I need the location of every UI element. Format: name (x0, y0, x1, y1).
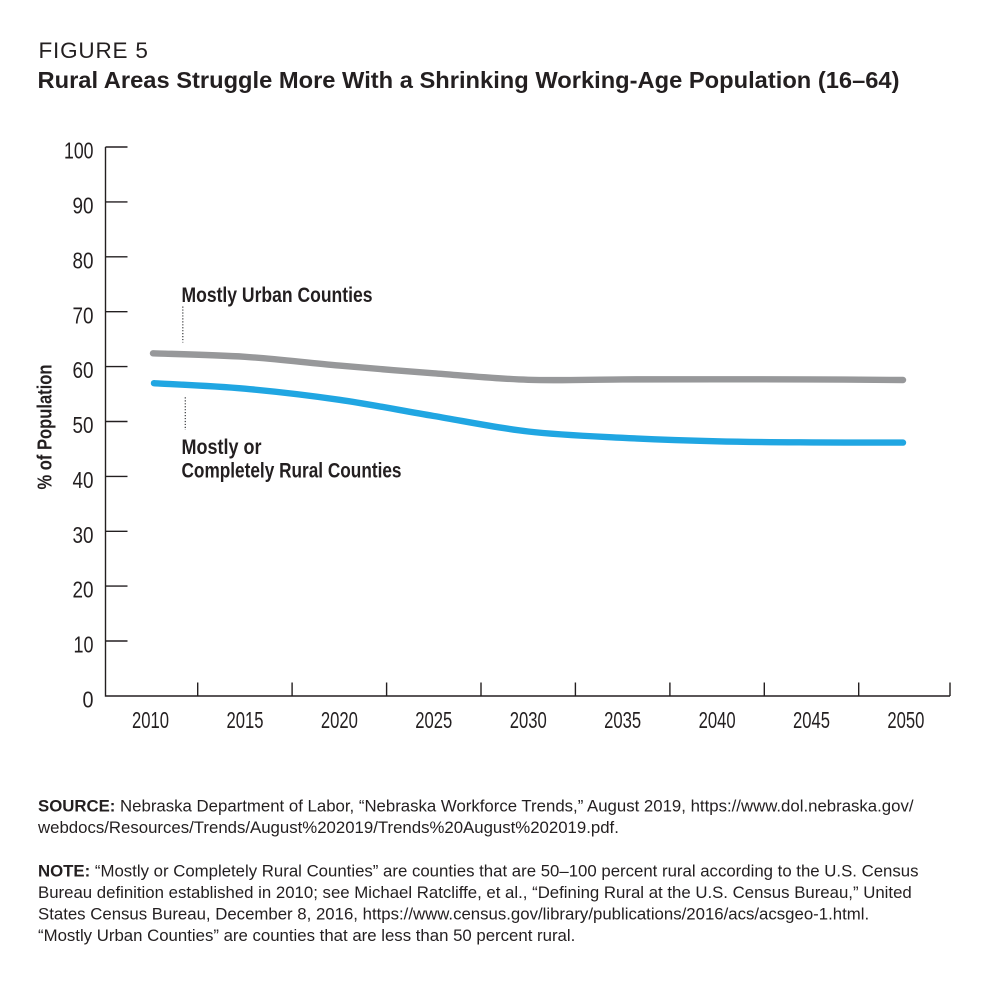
svg-text:Mostly Urban Counties: Mostly Urban Counties (182, 283, 373, 307)
svg-text:2035: 2035 (604, 707, 641, 733)
svg-text:2010: 2010 (132, 707, 169, 733)
svg-text:2015: 2015 (227, 707, 264, 733)
svg-text:30: 30 (73, 522, 94, 548)
svg-text:70: 70 (73, 302, 94, 328)
svg-text:States Census Bureau, December: States Census Bureau, December 8, 2016, … (38, 905, 869, 924)
svg-text:Rural Areas Struggle More With: Rural Areas Struggle More With a Shrinki… (38, 67, 900, 93)
svg-text:20: 20 (73, 577, 94, 603)
svg-text:60: 60 (73, 357, 94, 383)
svg-text:% of Population: % of Population (35, 365, 57, 490)
svg-text:10: 10 (74, 632, 94, 658)
svg-text:2045: 2045 (793, 707, 830, 733)
svg-text:40: 40 (73, 467, 94, 493)
svg-text:2040: 2040 (699, 707, 736, 733)
svg-text:NOTE: “Mostly or Completely Ru: NOTE: “Mostly or Completely Rural Counti… (38, 862, 919, 881)
svg-text:100: 100 (64, 138, 94, 164)
svg-text:2025: 2025 (415, 707, 452, 733)
svg-text:FIGURE 5: FIGURE 5 (39, 38, 149, 63)
svg-text:2050: 2050 (887, 707, 924, 733)
svg-text:0: 0 (83, 687, 94, 713)
svg-text:Bureau definition established: Bureau definition established in 2010; s… (38, 883, 912, 902)
svg-text:80: 80 (73, 247, 94, 273)
svg-text:2020: 2020 (321, 707, 358, 733)
svg-text:“Mostly Urban Counties” are co: “Mostly Urban Counties” are counties tha… (38, 926, 575, 945)
svg-text:Completely Rural Counties: Completely Rural Counties (182, 459, 402, 483)
svg-text:90: 90 (73, 193, 94, 219)
svg-text:webdocs/Resources/Trends/Augus: webdocs/Resources/Trends/August%202019/T… (37, 818, 619, 837)
svg-text:Mostly or: Mostly or (182, 435, 263, 459)
svg-text:2030: 2030 (510, 707, 547, 733)
svg-text:SOURCE: Nebraska Department of: SOURCE: Nebraska Department of Labor, “N… (38, 797, 914, 816)
svg-text:50: 50 (73, 412, 94, 438)
